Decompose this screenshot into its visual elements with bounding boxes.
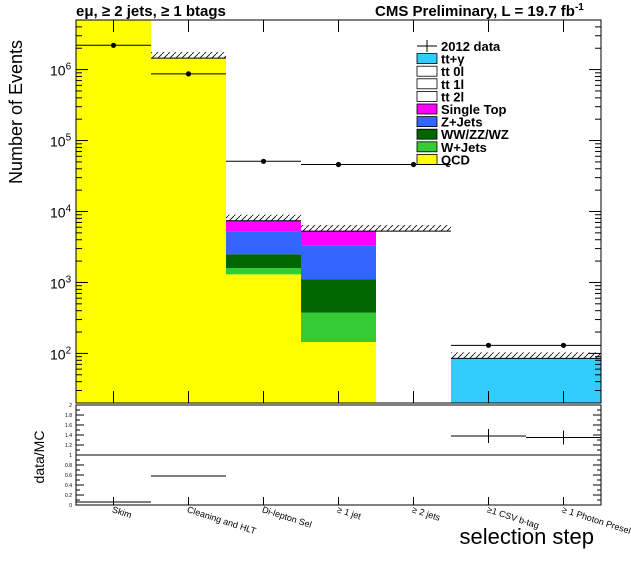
mc-uncertainty-3 — [301, 225, 376, 232]
category-label-0: Skim — [111, 504, 133, 520]
legend-swatch-6 — [416, 116, 438, 127]
data-point-2 — [260, 158, 267, 164]
legend-label-2: tt 0l — [441, 64, 464, 79]
ratio-y-tick-label: 1.6 — [65, 423, 72, 429]
ratio-y-tick-label: 1.4 — [65, 433, 72, 439]
y-tick-label: 104 — [50, 204, 72, 221]
y-tick-exponent: 4 — [66, 204, 72, 215]
y-tick-exponent: 5 — [66, 133, 72, 144]
data-point-1 — [185, 71, 192, 77]
legend-label-0: 2012 data — [441, 39, 501, 54]
y-tick-label: 102 — [50, 345, 72, 362]
y-tick-base: 10 — [50, 63, 66, 79]
legend-label-7: WW/ZZ/WZ — [441, 127, 509, 142]
legend-swatch-7 — [416, 128, 438, 140]
mc-uncertainty-1 — [151, 52, 226, 59]
y-tick-base: 10 — [50, 205, 66, 221]
legend-label-9: QCD — [441, 152, 470, 167]
bar-w-jets-3 — [301, 312, 376, 342]
ratio-y-tick-label: 1 — [69, 453, 72, 459]
ratio-y-tick-label: 0.6 — [65, 473, 72, 479]
plot-title-right: CMS Preliminary, L = 19.7 fb-1 — [375, 2, 584, 20]
y-tick-base: 10 — [50, 346, 66, 362]
y-tick-base: 10 — [50, 275, 66, 291]
y-tick-label: 105 — [50, 133, 72, 150]
mc-uncertainty-4 — [376, 225, 451, 232]
y-tick-base: 10 — [50, 134, 66, 150]
ratio-y-tick-label: 0.4 — [65, 483, 72, 489]
ratio-y-tick-label: 0.8 — [65, 463, 72, 469]
category-label-4: ≥ 2 jets — [411, 504, 442, 523]
legend-label-3: tt 1l — [441, 77, 464, 92]
plot-title-left: eμ, ≥ 2 jets, ≥ 1 btags — [76, 3, 226, 20]
ratio-y-axis-label: data/MC — [31, 431, 47, 484]
y-tick-label: 106 — [50, 62, 72, 79]
bar-ww-zz-wz-2 — [226, 254, 301, 268]
category-label-3: ≥ 1 jet — [336, 504, 363, 521]
y-tick-exponent: 2 — [66, 345, 72, 356]
legend-swatch-3 — [416, 78, 438, 90]
category-label-1: Cleaning and HLT — [186, 504, 258, 536]
category-label-2: Di-lepton Sel — [261, 504, 313, 529]
bar-z-jets-2 — [226, 231, 301, 255]
legend-swatch-2 — [416, 65, 438, 77]
y-tick-exponent: 6 — [66, 62, 72, 73]
ratio-y-tick-label: 2 — [69, 403, 72, 409]
mc-uncertainty-6 — [526, 352, 601, 359]
bar-ww-zz-wz-3 — [301, 279, 376, 313]
bar-single-top-2 — [226, 220, 301, 232]
legend-label-1: tt+γ — [441, 52, 465, 67]
bar-qcd-0 — [76, 20, 151, 403]
legend-label-8: W+Jets — [441, 140, 487, 155]
y-tick-exponent: 3 — [66, 274, 72, 285]
data-point-6 — [560, 342, 567, 348]
lumi-exponent: -1 — [575, 2, 584, 13]
bar-single-top-3 — [301, 231, 376, 246]
ratio-y-tick-label: 0 — [69, 503, 72, 509]
data-point-0 — [110, 42, 117, 48]
lumi-text: CMS Preliminary, L = 19.7 fb — [375, 3, 575, 20]
ratio-y-tick-label: 0.2 — [65, 493, 72, 499]
data-point-5 — [485, 342, 492, 348]
bar-w-jets-2 — [226, 267, 301, 275]
y-tick-label: 103 — [50, 274, 72, 291]
legend-label-4: tt 2l — [441, 89, 464, 104]
legend-swatch-4 — [416, 91, 438, 102]
bar-qcd-2 — [226, 274, 301, 403]
legend-swatch-8 — [416, 141, 438, 153]
bar-z-jets-3 — [301, 245, 376, 280]
legend-swatch-1 — [416, 53, 438, 64]
x-axis-label: selection step — [459, 524, 594, 549]
mc-uncertainty-2 — [226, 214, 301, 221]
legend-label-5: Single Top — [441, 102, 507, 117]
y-axis-label: Number of Events — [6, 40, 26, 184]
mc-uncertainty-5 — [451, 352, 526, 359]
legend-swatch-5 — [416, 103, 438, 115]
data-point-3 — [335, 161, 342, 168]
ratio-panel: 0 0.2 0.4 0.6 0.8 1 1.2 1.4 1.6 1.8 2 Skim Cleaning … — [65, 403, 631, 536]
ratio-y-tick-label: 1.8 — [65, 413, 72, 419]
legend-swatch-9 — [416, 153, 438, 165]
ratio-y-tick-label: 1.2 — [65, 443, 72, 449]
legend-label-6: Z+Jets — [441, 115, 483, 130]
data-point-4 — [410, 161, 417, 168]
bar-qcd-1 — [151, 58, 226, 403]
